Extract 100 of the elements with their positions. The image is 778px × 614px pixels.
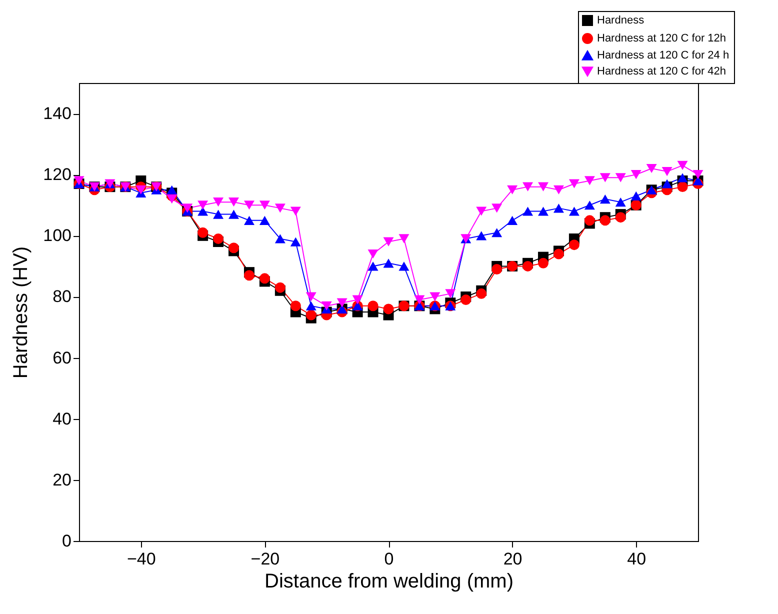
- point: [600, 173, 610, 182]
- point: [553, 248, 564, 260]
- point: [630, 191, 642, 201]
- point: [507, 185, 518, 194]
- point: [368, 262, 378, 271]
- point: [460, 294, 472, 306]
- legend-label: Hardness at 120 C for 12h: [597, 32, 726, 44]
- point: [306, 292, 316, 302]
- point: [646, 164, 657, 174]
- point: [492, 264, 502, 274]
- point: [166, 185, 178, 194]
- point: [677, 160, 688, 170]
- point: [213, 210, 224, 219]
- point: [430, 292, 440, 302]
- point: [600, 194, 610, 204]
- point: [568, 240, 580, 250]
- point: [259, 200, 270, 210]
- point: [522, 260, 534, 272]
- point: [692, 170, 704, 180]
- point: [476, 288, 487, 299]
- y-tick-label: 80: [52, 287, 72, 306]
- point: [662, 179, 672, 188]
- point: [166, 194, 178, 204]
- x-tick-label: 0: [384, 550, 394, 568]
- point: [677, 173, 688, 182]
- point: [615, 212, 626, 223]
- point: [306, 310, 316, 320]
- point: [568, 179, 580, 188]
- point: [553, 204, 564, 213]
- point: [336, 298, 348, 308]
- point: [677, 182, 688, 192]
- y-axis-title: Hardness (HV): [10, 246, 32, 379]
- point: [522, 182, 534, 192]
- point: [136, 185, 146, 194]
- point: [476, 206, 487, 216]
- point: [274, 282, 286, 293]
- point: [538, 206, 548, 216]
- point: [522, 206, 534, 216]
- point: [198, 200, 208, 210]
- point: [584, 176, 595, 186]
- y-tick-label: 120: [43, 165, 72, 184]
- legend-label: Hardness at 120 C for 24 h: [597, 50, 730, 62]
- y-tick-label: 40: [52, 409, 72, 428]
- point: [259, 273, 270, 284]
- point: [476, 231, 487, 240]
- x-axis-title: Distance from welding (mm): [264, 570, 514, 592]
- y-tick-label: 60: [52, 348, 72, 368]
- point: [368, 300, 378, 312]
- point: [290, 237, 301, 246]
- point: [244, 216, 254, 225]
- point: [182, 204, 193, 213]
- point: [568, 206, 580, 216]
- point: [244, 270, 254, 281]
- point: [228, 198, 239, 207]
- point: [259, 216, 270, 225]
- x-tick-label: 40: [627, 550, 646, 568]
- point: [584, 200, 595, 210]
- y-tick-label: 140: [43, 104, 72, 124]
- point: [492, 204, 502, 213]
- y-tick-label: 100: [43, 226, 72, 246]
- point: [274, 234, 286, 244]
- point: [74, 176, 84, 186]
- point: [228, 210, 239, 219]
- point: [538, 258, 548, 268]
- point: [213, 233, 224, 244]
- point: [383, 304, 394, 314]
- point: [398, 262, 410, 271]
- x-tick-label: −20: [250, 550, 280, 568]
- x-tick-label: 20: [503, 550, 522, 568]
- point: [213, 198, 224, 207]
- point: [507, 216, 518, 225]
- point: [383, 258, 394, 268]
- point: [290, 300, 301, 312]
- point: [274, 204, 286, 213]
- legend-label: Hardness: [597, 14, 645, 26]
- point: [584, 215, 595, 226]
- point: [244, 200, 254, 210]
- y-tick-label: 20: [52, 470, 72, 490]
- x-tick-label: −40: [126, 550, 156, 568]
- point: [630, 170, 642, 180]
- point: [600, 215, 610, 226]
- point: [615, 173, 626, 182]
- point: [198, 227, 208, 238]
- point: [321, 301, 332, 310]
- y-tick-label: 0: [62, 532, 72, 550]
- point: [615, 198, 626, 207]
- legend-label: Hardness at 120 C for 42h: [597, 66, 726, 78]
- point: [398, 234, 410, 244]
- point: [383, 237, 394, 246]
- point: [228, 242, 239, 254]
- point: [352, 295, 363, 304]
- point: [290, 206, 301, 216]
- point: [538, 182, 548, 192]
- point: [662, 167, 672, 176]
- point: [306, 301, 316, 310]
- point: [445, 289, 456, 298]
- point: [492, 228, 502, 238]
- point: [414, 295, 425, 304]
- point: [553, 185, 564, 194]
- point: [198, 206, 208, 216]
